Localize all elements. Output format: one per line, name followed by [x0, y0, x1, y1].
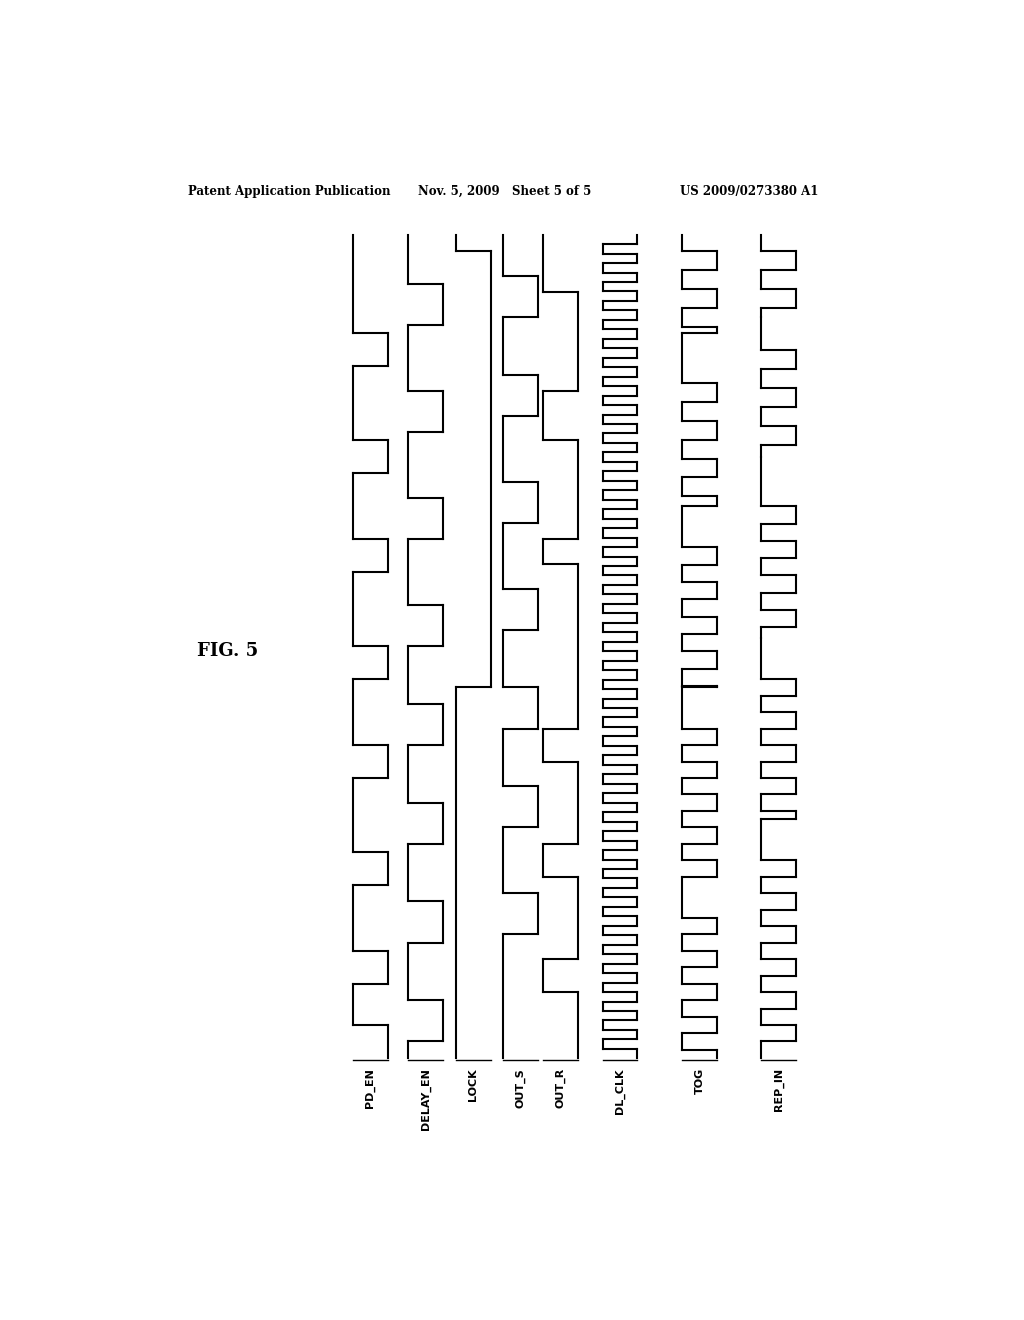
Text: REP_IN: REP_IN [773, 1068, 784, 1111]
Text: Nov. 5, 2009   Sheet 5 of 5: Nov. 5, 2009 Sheet 5 of 5 [418, 185, 591, 198]
Text: OUT_R: OUT_R [555, 1068, 565, 1109]
Text: PD_EN: PD_EN [365, 1068, 375, 1107]
Text: Patent Application Publication: Patent Application Publication [187, 185, 390, 198]
Text: US 2009/0273380 A1: US 2009/0273380 A1 [680, 185, 818, 198]
Text: LOCK: LOCK [468, 1068, 478, 1101]
Text: DELAY_EN: DELAY_EN [421, 1068, 431, 1130]
Text: OUT_S: OUT_S [516, 1068, 526, 1107]
Text: FIG. 5: FIG. 5 [197, 643, 258, 660]
Text: DL_CLK: DL_CLK [614, 1068, 626, 1114]
Text: TOG: TOG [694, 1068, 705, 1094]
